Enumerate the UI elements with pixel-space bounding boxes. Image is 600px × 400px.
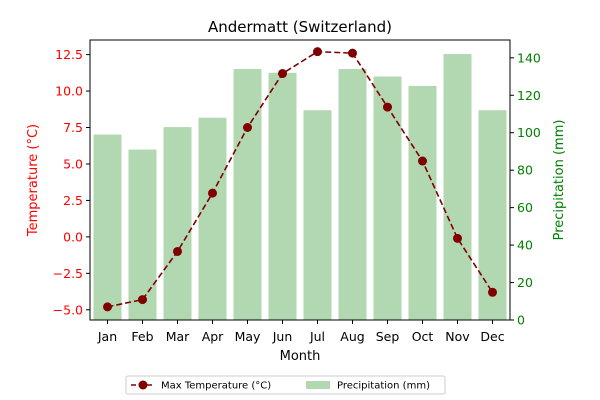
temperature-point-sep [383, 102, 392, 112]
x-tick-label: Feb [131, 329, 153, 344]
x-tick-label: Apr [202, 329, 224, 344]
x-tick-label: Oct [412, 329, 434, 344]
right-tick-label: 100 [517, 125, 541, 140]
right-tick-label: 60 [517, 200, 533, 215]
x-tick-label: Nov [445, 329, 470, 344]
temperature-point-jul [313, 47, 322, 57]
precipitation-bars [93, 54, 507, 321]
precipitation-bar-aug [338, 69, 367, 321]
x-tick-label: Dec [480, 329, 504, 344]
precipitation-bar-apr [198, 117, 227, 320]
temperature-point-aug [348, 48, 357, 58]
precipitation-bar-jun [268, 72, 297, 321]
x-tick-label: Aug [340, 329, 364, 344]
legend-line-marker [138, 380, 148, 390]
left-axis-label: Temperature (°C) [26, 124, 41, 237]
temperature-point-apr [208, 188, 217, 198]
right-tick-label: 120 [517, 88, 541, 103]
left-tick-label: −2.5 [53, 266, 83, 281]
left-tick-label: 0.0 [63, 229, 83, 244]
right-axis-label: Precipitation (mm) [552, 120, 567, 241]
temperature-point-jan [103, 302, 112, 312]
temperature-point-mar [173, 246, 182, 256]
precipitation-bar-jan [93, 134, 122, 320]
precipitation-bar-feb [128, 149, 157, 320]
chart-title: Andermatt (Switzerland) [208, 18, 392, 36]
left-tick-label: −5.0 [53, 302, 83, 317]
temperature-point-jun [278, 69, 287, 79]
precipitation-bar-oct [408, 85, 437, 320]
x-tick-label: Jun [272, 329, 293, 344]
right-tick-label: 0 [517, 313, 525, 328]
legend-label-precipitation: Precipitation (mm) [337, 381, 430, 392]
precipitation-bar-nov [443, 54, 472, 321]
precipitation-bar-may [233, 69, 262, 321]
temperature-point-dec [488, 287, 497, 297]
temperature-point-may [243, 123, 252, 132]
precipitation-bar-dec [478, 110, 507, 320]
temperature-line [107, 50, 494, 308]
legend: Max Temperature (°C) Precipitation (mm) [125, 375, 446, 395]
x-tick-label: Jan [97, 329, 117, 344]
legend-label-temperature: Max Temperature (°C) [161, 381, 271, 392]
left-axis-ticks: −5.0 −2.5 0.0 2.5 5.0 7.5 10.0 12.5 [53, 47, 90, 317]
legend-frame [125, 375, 446, 395]
right-tick-label: 40 [517, 238, 533, 253]
right-tick-label: 80 [517, 163, 533, 178]
x-tick-label: May [235, 329, 261, 344]
left-tick-label: 12.5 [55, 47, 83, 62]
x-axis-label: Month [280, 349, 321, 364]
legend-bar-swatch [306, 381, 330, 389]
temperature-point-feb [138, 295, 147, 305]
x-tick-label: Mar [166, 329, 190, 344]
plot-frame [89, 39, 511, 321]
x-tick-label: Jul [309, 329, 325, 344]
temperature-line-layer [103, 47, 497, 312]
precipitation-bar-jul [303, 110, 332, 320]
left-tick-label: 7.5 [63, 120, 83, 135]
x-tick-label: Sep [376, 329, 400, 344]
left-tick-label: 2.5 [63, 193, 83, 208]
precipitation-bar-sep [373, 76, 402, 321]
right-tick-label: 20 [517, 275, 533, 290]
right-tick-label: 140 [517, 50, 541, 65]
temperature-point-oct [418, 156, 427, 166]
precipitation-bar-mar [163, 127, 192, 320]
left-tick-label: 5.0 [63, 156, 83, 171]
right-axis-ticks: 0 20 40 60 80 100 120 140 [510, 50, 541, 328]
left-tick-label: 10.0 [55, 84, 83, 99]
x-axis-ticks: Jan Feb Mar Apr May Jun Jul Aug Sep Oct Nov Dec [97, 320, 505, 344]
temperature-point-nov [453, 233, 462, 243]
